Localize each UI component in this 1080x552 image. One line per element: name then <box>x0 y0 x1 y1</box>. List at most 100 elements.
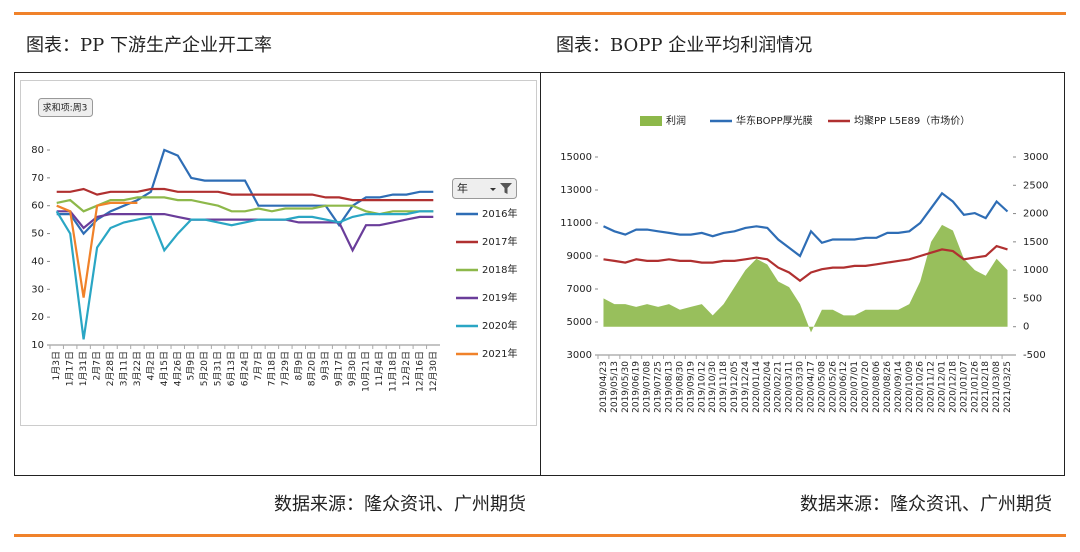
line <box>56 196 434 216</box>
line <box>56 187 434 202</box>
x-tick-label: 7月29日 <box>280 351 291 386</box>
x-tick-label: 2月28日 <box>105 351 116 386</box>
x-tick-label: 3月22日 <box>132 351 143 386</box>
x-tick-label: 2020/06/12 <box>839 361 849 413</box>
x-tick-label: 2019/08/30 <box>675 361 685 413</box>
y-tick-label: 11000 <box>560 218 592 229</box>
x-tick-label: 2019/05/13 <box>610 361 620 413</box>
line <box>56 201 138 298</box>
x-tick-label: 2020/04/17 <box>806 361 816 413</box>
y-tick-label: 70 <box>31 173 44 184</box>
x-tick-label: 2019/12/05 <box>730 361 740 413</box>
x-tick-label: 2020/08/26 <box>883 361 893 413</box>
legend-label: 2017年 <box>482 235 517 248</box>
field-button[interactable] <box>38 98 93 117</box>
y-tick-label: 15000 <box>560 152 592 163</box>
x-tick-label: 11月18日 <box>387 351 398 392</box>
bottom-rule <box>14 534 1066 537</box>
x-tick-label: 2020/11/12 <box>927 361 937 413</box>
chart-frame <box>20 80 537 426</box>
y-tick-label: 50 <box>31 229 44 240</box>
line <box>603 244 1008 283</box>
x-tick-label: 12月16日 <box>414 351 425 392</box>
x-tick-label: 4月26日 <box>172 351 183 386</box>
x-tick-label: 4月15日 <box>159 351 170 386</box>
legend-label: 华东BOPP厚光膜 <box>736 114 813 127</box>
y-tick-label: 7000 <box>567 284 592 295</box>
x-tick-label: 8月20日 <box>307 351 318 386</box>
y-tick-label: 40 <box>31 256 44 267</box>
y-tick-label: 60 <box>31 201 44 212</box>
x-tick-label: 2020/05/26 <box>828 361 838 413</box>
x-tick-label: 7月18日 <box>266 351 277 386</box>
source: 数据来源：隆众资讯、广州期货 <box>274 494 526 515</box>
x-tick-label: 2021/03/25 <box>1003 361 1013 413</box>
field-button-label[interactable]: 求和项:周3 <box>43 102 88 114</box>
source: 数据来源：隆众资讯、广州期货 <box>800 494 1052 515</box>
x-tick-label: 2020/02/04 <box>763 361 773 413</box>
x-tick-label: 9月17日 <box>334 351 345 386</box>
area <box>603 224 1008 333</box>
y-tick-label: 80 <box>31 145 44 156</box>
x-tick-label: 9月30日 <box>347 351 358 386</box>
y2-tick-label: 1000 <box>1023 265 1048 276</box>
y-tick-label: 10 <box>31 340 44 351</box>
legend-label: 2020年 <box>482 319 517 332</box>
x-tick-label: 2020/07/01 <box>850 361 860 413</box>
x-tick-label: 4月2日 <box>145 351 156 380</box>
x-tick-label: 8月9日 <box>293 351 304 380</box>
x-tick-label: 2019/08/13 <box>664 361 674 413</box>
x-tick-label: 2020/07/20 <box>861 361 871 413</box>
y2-tick-label: 2500 <box>1023 180 1048 191</box>
y2-tick-label: 1500 <box>1023 237 1048 248</box>
x-tick-label: 2019/07/08 <box>643 361 653 413</box>
y-tick-label: 9000 <box>567 251 592 262</box>
x-tick-label: 2019/10/12 <box>697 361 707 413</box>
x-tick-label: 2020/08/06 <box>872 361 882 413</box>
x-tick-label: 2019/12/24 <box>741 361 751 413</box>
x-tick-label: 2020/10/26 <box>916 361 926 413</box>
y2-tick-label: -500 <box>1023 350 1046 361</box>
chart-title: 图表：PP 下游生产企业开工率 <box>26 35 272 56</box>
x-tick-label: 5月31日 <box>213 351 224 386</box>
x-tick-label: 2020/12/01 <box>938 361 948 413</box>
x-tick-label: 9月3日 <box>320 351 331 380</box>
x-tick-label: 10月21日 <box>361 351 372 392</box>
x-tick-label: 6月13日 <box>226 351 237 386</box>
x-tick-label: 2020/03/11 <box>785 361 795 413</box>
x-tick-label: 2019/09/19 <box>686 361 696 413</box>
x-tick-label: 2020/09/14 <box>894 361 904 413</box>
y-tick-label: 13000 <box>560 185 592 196</box>
x-tick-label: 2019/05/30 <box>621 361 631 413</box>
x-tick-label: 2020/10/09 <box>905 361 915 413</box>
legend-title: 年 <box>457 181 468 195</box>
x-tick-label: 2020/01/14 <box>752 361 762 413</box>
x-tick-label: 2020/12/18 <box>948 361 958 413</box>
x-tick-label: 11月4日 <box>374 351 385 386</box>
x-tick-label: 2021/02/18 <box>981 361 991 413</box>
x-tick-label: 12月2日 <box>401 351 412 386</box>
x-tick-label: 7月7日 <box>253 351 264 380</box>
y-tick-label: 5000 <box>567 317 592 328</box>
x-tick-label: 2019/11/18 <box>719 361 729 413</box>
x-tick-label: 5月20日 <box>199 351 210 386</box>
legend-label: 均聚PP L5E89（市场价） <box>854 114 970 127</box>
x-tick-label: 1月31日 <box>78 351 89 386</box>
x-tick-label: 2月7日 <box>92 351 103 380</box>
filter-icon <box>500 183 512 194</box>
x-tick-label: 2021/01/07 <box>959 361 969 413</box>
x-tick-label: 1月17日 <box>65 351 76 386</box>
chart-title: 图表：BOPP 企业平均利润情况 <box>556 35 812 56</box>
frame <box>14 72 1065 476</box>
x-tick-label: 2020/05/08 <box>817 361 827 413</box>
x-tick-label: 2019/04/23 <box>599 361 609 413</box>
legend-label: 2019年 <box>482 291 517 304</box>
line <box>55 210 434 340</box>
x-tick-label: 2019/10/30 <box>708 361 718 413</box>
y2-tick-label: 0 <box>1023 322 1029 333</box>
x-tick-label: 2019/07/25 <box>654 361 664 413</box>
legend-swatch <box>640 116 662 126</box>
x-tick-label: 6月24日 <box>240 351 251 386</box>
x-tick-label: 12月30日 <box>428 351 439 392</box>
